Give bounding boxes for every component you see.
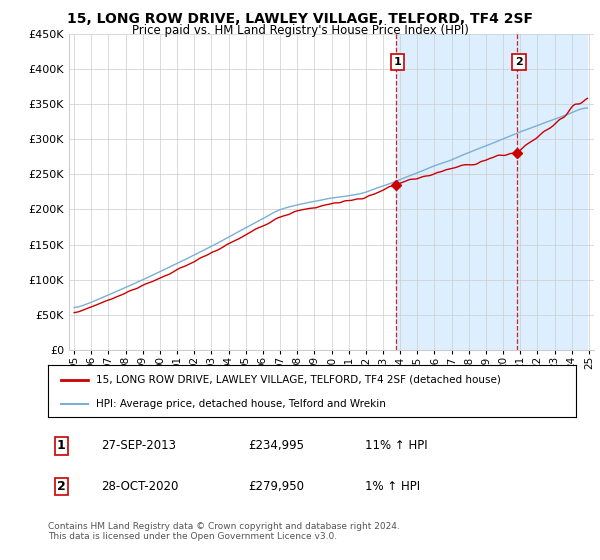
Text: 2: 2	[57, 480, 65, 493]
Text: HPI: Average price, detached house, Telford and Wrekin: HPI: Average price, detached house, Telf…	[95, 399, 385, 409]
Text: £279,950: £279,950	[248, 480, 305, 493]
Text: 1: 1	[394, 57, 401, 67]
Text: 11% ↑ HPI: 11% ↑ HPI	[365, 439, 427, 452]
Text: 1% ↑ HPI: 1% ↑ HPI	[365, 480, 420, 493]
Text: 27-SEP-2013: 27-SEP-2013	[101, 439, 176, 452]
Text: 28-OCT-2020: 28-OCT-2020	[101, 480, 178, 493]
Text: Contains HM Land Registry data © Crown copyright and database right 2024.
This d: Contains HM Land Registry data © Crown c…	[48, 522, 400, 542]
Text: 2: 2	[515, 57, 523, 67]
Text: 15, LONG ROW DRIVE, LAWLEY VILLAGE, TELFORD, TF4 2SF (detached house): 15, LONG ROW DRIVE, LAWLEY VILLAGE, TELF…	[95, 375, 500, 385]
Text: 1: 1	[57, 439, 65, 452]
Text: Price paid vs. HM Land Registry's House Price Index (HPI): Price paid vs. HM Land Registry's House …	[131, 24, 469, 37]
Text: £234,995: £234,995	[248, 439, 305, 452]
Text: 15, LONG ROW DRIVE, LAWLEY VILLAGE, TELFORD, TF4 2SF: 15, LONG ROW DRIVE, LAWLEY VILLAGE, TELF…	[67, 12, 533, 26]
